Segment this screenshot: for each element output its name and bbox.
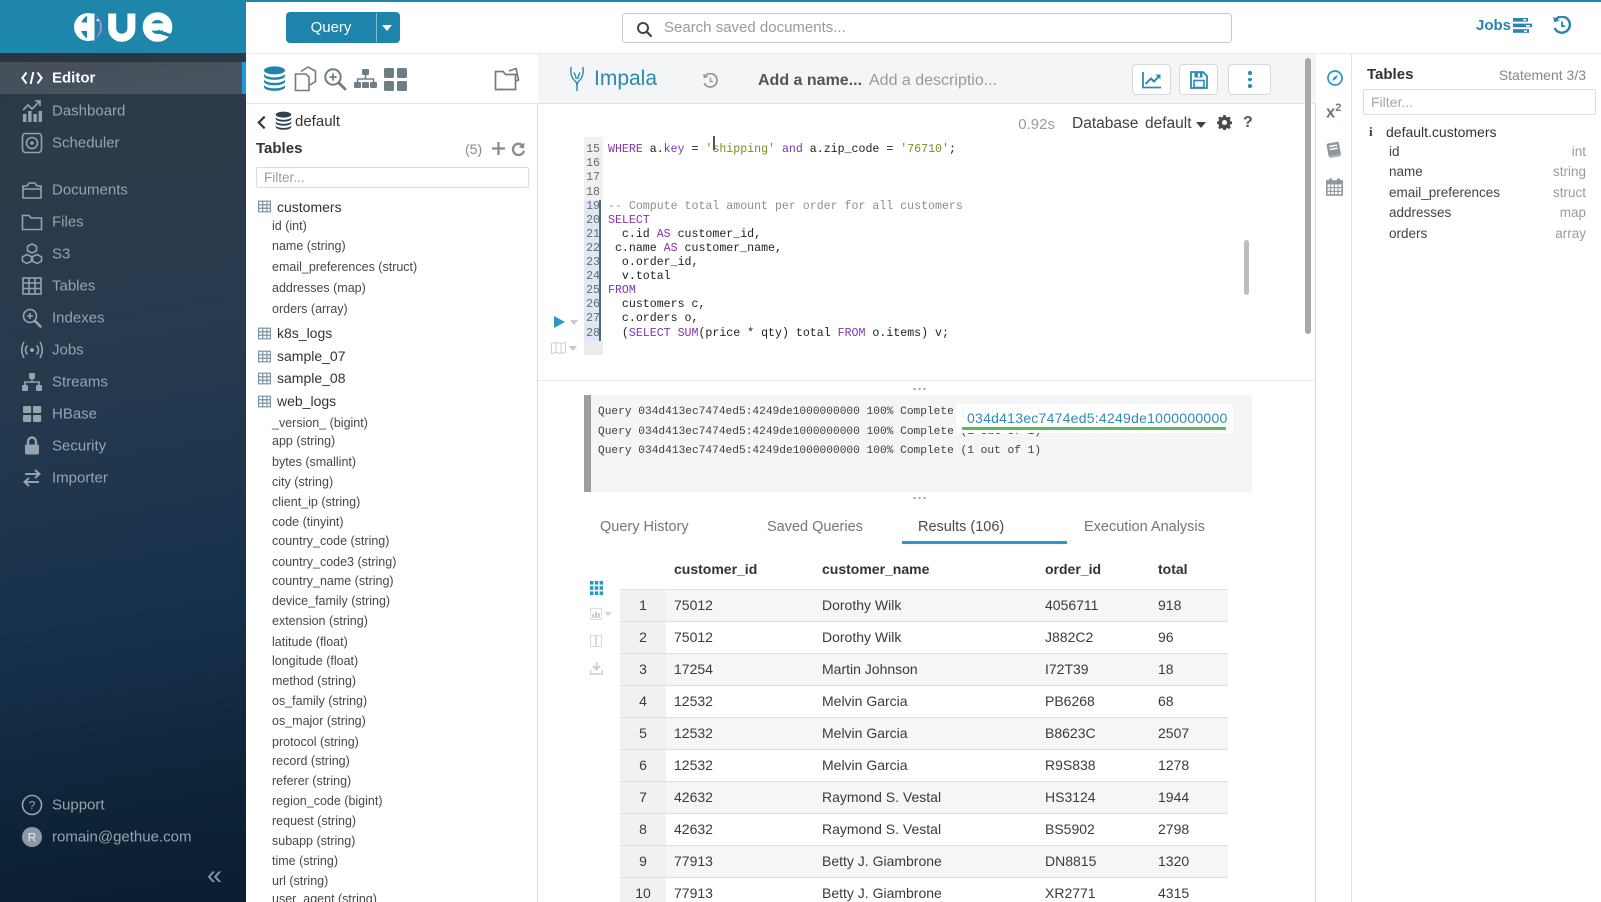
svg-text:R: R	[28, 831, 37, 845]
svg-text:?: ?	[29, 799, 36, 813]
